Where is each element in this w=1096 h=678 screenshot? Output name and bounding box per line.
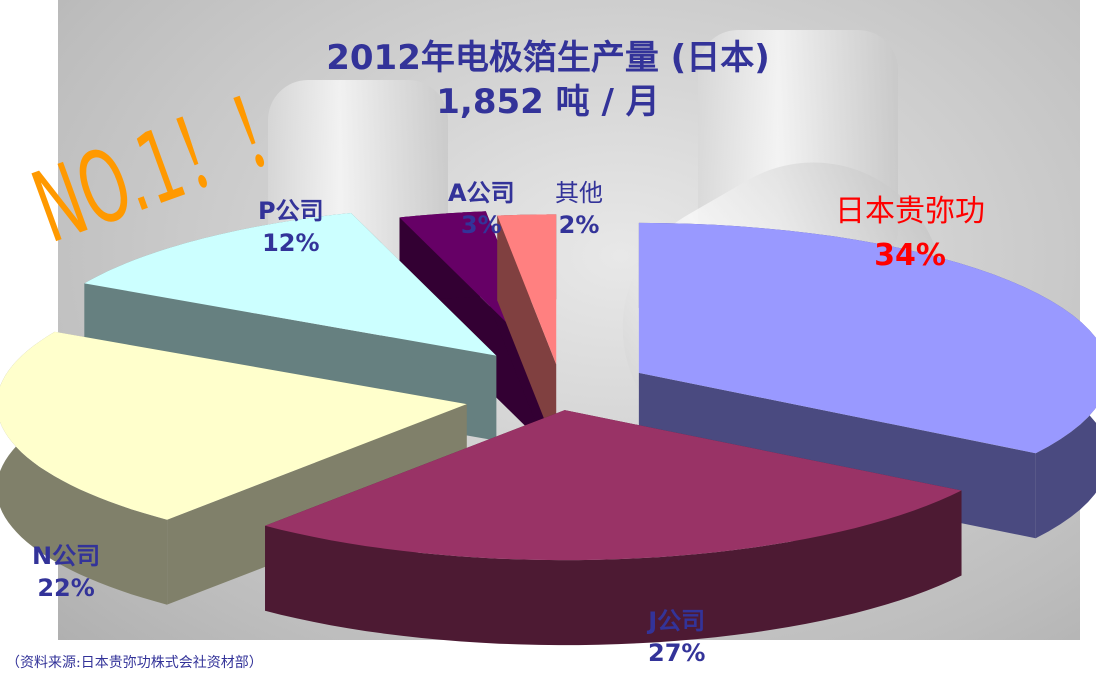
slice-name: 日本贵弥功 bbox=[835, 194, 985, 229]
slice-value: 2% bbox=[558, 211, 600, 239]
slice-value: 3% bbox=[460, 211, 502, 239]
slice-value: 12% bbox=[262, 229, 320, 257]
slice-side-wall bbox=[265, 490, 962, 646]
slice-value: 22% bbox=[37, 574, 95, 602]
slice-value: 27% bbox=[648, 639, 706, 667]
source-note: （资料来源:日本贵弥功株式会社资材部） bbox=[6, 655, 263, 671]
slice-name: 其他 bbox=[555, 179, 603, 207]
pie-slice-1 bbox=[265, 410, 962, 561]
slice-label-0: 日本贵弥功 34% bbox=[835, 190, 985, 278]
slice-name: P公司 bbox=[258, 197, 324, 225]
slice-name: A公司 bbox=[448, 179, 515, 207]
slice-value: 34% bbox=[874, 238, 946, 273]
slice-name: J公司 bbox=[648, 607, 706, 635]
chart-subtitle: 1,852 吨 / 月 bbox=[436, 82, 660, 122]
pie-slice-2 bbox=[0, 331, 467, 520]
pie-slice-5 bbox=[497, 214, 557, 365]
slice-label-2: N公司 22% bbox=[32, 540, 100, 604]
slice-name: N公司 bbox=[32, 542, 101, 570]
pie-slice-3 bbox=[84, 213, 497, 356]
slice-label-4: A公司 3% bbox=[448, 177, 515, 241]
slice-label-1: J公司 27% bbox=[648, 605, 705, 669]
pie-slice-0 bbox=[638, 222, 1096, 454]
slice-label-3: P公司 12% bbox=[258, 195, 324, 259]
slice-label-5: 其他 2% bbox=[555, 177, 603, 241]
chart-title: 2012年电极箔生产量 (日本) bbox=[326, 38, 770, 78]
